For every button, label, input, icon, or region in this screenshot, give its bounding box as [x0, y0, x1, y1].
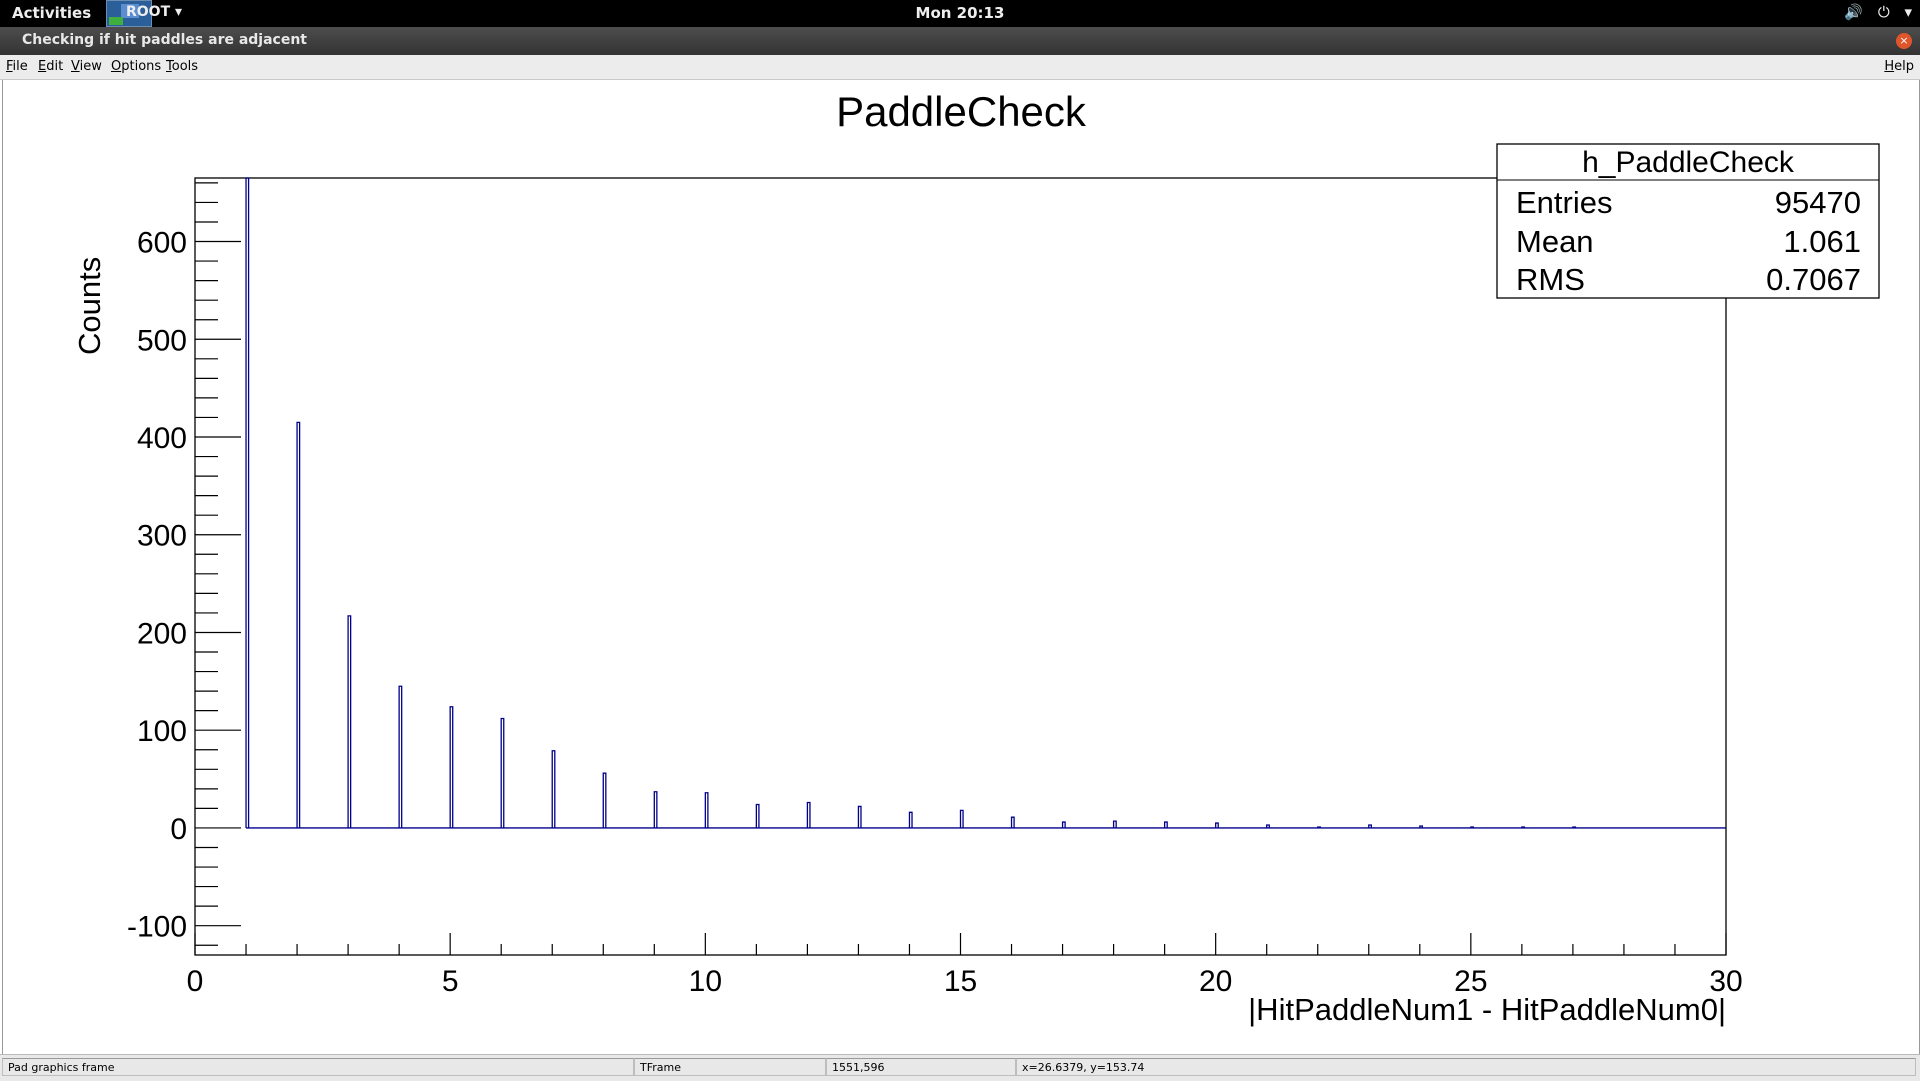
y-tick-label: 400	[137, 422, 187, 455]
histogram-bin	[755, 803, 760, 828]
window-title: Checking if hit paddles are adjacent	[22, 32, 308, 48]
y-tick-label: 500	[137, 324, 187, 357]
stats-box[interactable]: h_PaddleCheck Entries 95470 Mean 1.061 R…	[1496, 143, 1880, 299]
volume-icon[interactable]: 🔊	[1844, 3, 1864, 21]
histogram-bin	[857, 805, 862, 828]
histogram-bin	[1419, 825, 1424, 828]
stats-box-border	[1496, 143, 1880, 299]
histogram-bin	[1061, 821, 1066, 828]
stats-hist-name: h_PaddleCheck	[1582, 146, 1795, 179]
histogram-bin	[908, 811, 913, 828]
menubar: File Edit View Options Tools Help	[0, 55, 1920, 80]
status-class-name: TFrame	[634, 1058, 826, 1076]
y-tick-label: 0	[170, 813, 187, 846]
stats-label-rms: RMS	[1516, 262, 1585, 297]
x-tick-label: 10	[689, 965, 722, 998]
histogram-bin	[1266, 824, 1270, 828]
x-tick-label: 30	[1709, 965, 1742, 998]
histogram-bin	[806, 801, 811, 828]
stats-label-entries: Entries	[1516, 185, 1612, 220]
status-pixel-pos: 1551,596	[826, 1058, 1016, 1076]
activities-button[interactable]: Activities	[12, 4, 92, 22]
histogram-bin	[1470, 826, 1475, 828]
histogram-bin	[602, 772, 607, 828]
y-tick-label: 300	[137, 520, 187, 553]
stats-value-entries: 95470	[1775, 185, 1861, 220]
root-app-icon[interactable]	[106, 0, 152, 27]
status-coord-readout: x=26.6379, y=153.74	[1016, 1058, 1916, 1076]
histogram-bin	[296, 421, 301, 828]
histogram-bin	[1521, 826, 1526, 828]
histogram-bin	[704, 792, 709, 828]
menu-edit[interactable]: Edit	[38, 59, 64, 74]
status-bar: Pad graphics frame TFrame 1551,596 x=26.…	[0, 1054, 1920, 1081]
root-canvas[interactable]: PaddleCheck 0 5 10 15 20 25 30 -100 0 100 200 300 40…	[2, 80, 1920, 1054]
frame-border	[194, 177, 1727, 956]
y-tick-label: 200	[137, 617, 187, 650]
histogram-bin	[398, 685, 403, 828]
plot-frame[interactable]	[194, 177, 1727, 956]
x-tick-label: 15	[944, 965, 977, 998]
stats-value-rms: 0.7067	[1766, 262, 1861, 297]
stats-label-mean: Mean	[1516, 224, 1594, 259]
x-tick-label: 5	[442, 965, 459, 998]
histogram-bin	[1010, 816, 1015, 828]
stats-value-mean: 1.061	[1783, 224, 1861, 259]
x-tick-label: 25	[1454, 965, 1487, 998]
histogram-bin	[500, 717, 505, 828]
power-icon[interactable]: ⏻	[1877, 3, 1890, 21]
chevron-down-icon[interactable]: ▾	[1904, 3, 1912, 21]
histogram-bin	[245, 177, 250, 828]
histogram-bin	[1215, 822, 1219, 828]
close-button[interactable]: ×	[1896, 33, 1912, 49]
menu-view[interactable]: View	[71, 59, 102, 74]
menu-help[interactable]: Help	[1884, 59, 1914, 74]
menu-file[interactable]: File	[6, 59, 28, 74]
histogram-bin	[449, 706, 454, 828]
histogram-bin	[1317, 826, 1321, 828]
histogram-bin	[551, 750, 556, 828]
y-axis-label: Counts	[72, 257, 107, 355]
histogram-plot[interactable]: PaddleCheck 0 5 10 15 20 25 30-100010020030040…	[3, 80, 1919, 1054]
menu-options[interactable]: Options	[111, 59, 162, 74]
histogram-bin	[1163, 821, 1168, 828]
y-tick-label: 100	[137, 715, 187, 748]
y-tick-label: -100	[127, 911, 187, 944]
menu-tools[interactable]: Tools	[166, 59, 199, 74]
histogram-bin	[1368, 824, 1372, 828]
chart-title: PaddleCheck	[836, 88, 1087, 135]
window-titlebar[interactable]: Checking if hit paddles are adjacent ×	[0, 27, 1920, 55]
histogram-bin	[1112, 820, 1117, 828]
app-menu-label[interactable]: ROOT ▾	[126, 4, 183, 20]
histogram-series	[245, 177, 1726, 829]
histogram-bin	[653, 791, 658, 828]
x-axis-label: |HitPaddleNum1 - HitPaddleNum0|	[1248, 992, 1726, 1027]
status-object-info: Pad graphics frame	[2, 1058, 634, 1076]
histogram-bin	[959, 809, 964, 828]
histogram-bin	[1572, 826, 1577, 828]
top-panel: Activities ROOT ▾ Mon 20:13 🔊 ⏻ ▾	[0, 0, 1920, 27]
histogram-bin	[347, 615, 352, 828]
y-tick-label: 600	[137, 227, 187, 260]
system-tray[interactable]: 🔊 ⏻ ▾	[1834, 3, 1912, 21]
clock[interactable]: Mon 20:13	[915, 4, 1005, 22]
x-tick-label: 20	[1199, 965, 1232, 998]
x-tick-label: 0	[187, 965, 204, 998]
